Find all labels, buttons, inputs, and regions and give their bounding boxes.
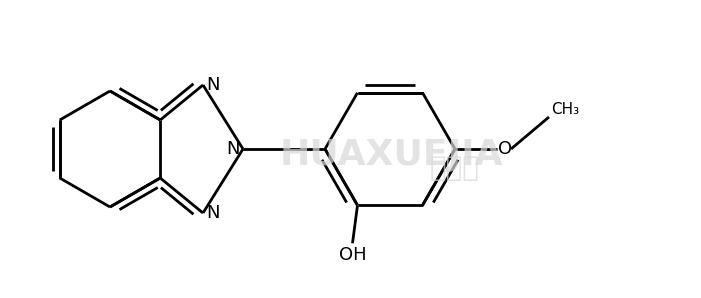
Text: OH: OH bbox=[339, 246, 367, 264]
Text: N: N bbox=[206, 76, 219, 94]
Text: HUAXUEJIA: HUAXUEJIA bbox=[280, 138, 503, 172]
Text: 化学加: 化学加 bbox=[430, 154, 480, 182]
Text: N: N bbox=[206, 204, 219, 222]
Text: O: O bbox=[498, 140, 512, 158]
Text: CH₃: CH₃ bbox=[551, 102, 579, 117]
Text: N: N bbox=[226, 140, 240, 158]
